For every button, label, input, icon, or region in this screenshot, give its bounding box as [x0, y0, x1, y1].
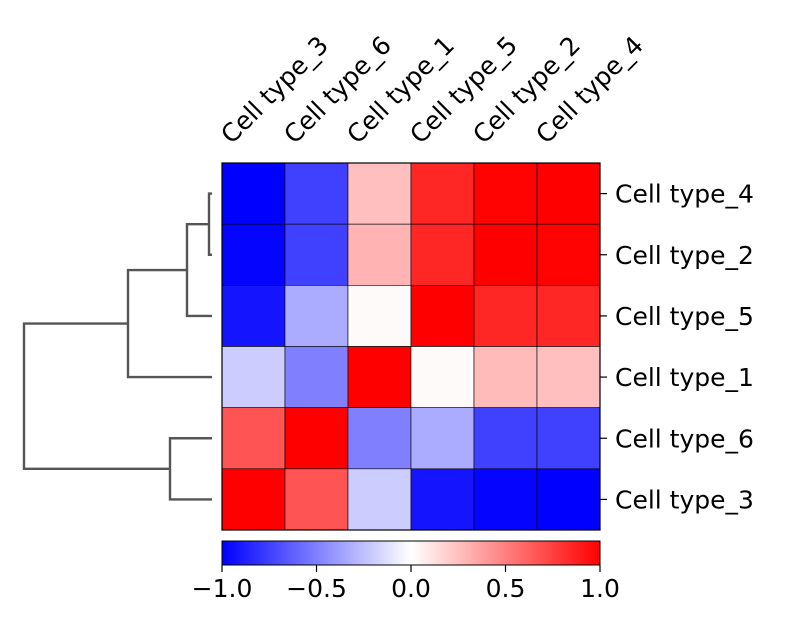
heatmap-cell	[284, 468, 349, 531]
heatmap-frame	[221, 162, 601, 531]
heatmap-cell	[221, 468, 286, 531]
colorbar-tick-label: 0.0	[391, 574, 431, 603]
heatmap-cell	[221, 346, 286, 408]
colorbar	[221, 540, 601, 566]
dendrogram-link	[126, 268, 212, 379]
heatmap-cell	[221, 285, 286, 347]
heatmap-cell	[347, 346, 412, 408]
colorbar-ticks: −1.0 −0.5 0.0 0.5 1.0	[192, 565, 620, 603]
row-label: Cell type_3	[615, 485, 754, 514]
heatmap-cell	[347, 285, 412, 347]
heatmap-cells	[221, 162, 601, 531]
dendrogram	[22, 192, 212, 501]
heatmap-cell	[473, 468, 538, 531]
row-label: Cell type_4	[615, 180, 754, 209]
dendrogram-link	[207, 192, 212, 256]
heatmap-cell	[284, 223, 349, 286]
colorbar-tick-label: 1.0	[580, 574, 620, 603]
heatmap-cell	[410, 346, 475, 408]
colorbar-tick-label: −1.0	[192, 574, 253, 603]
row-label: Cell type_5	[615, 302, 754, 331]
heatmap-cell	[221, 162, 286, 225]
heatmap-cell	[536, 468, 601, 531]
row-label: Cell type_1	[615, 363, 754, 392]
heatmap-cell	[536, 346, 601, 408]
heatmap-cell	[473, 285, 538, 347]
row-ticks	[600, 192, 607, 501]
colorbar-tick-label: −0.5	[286, 574, 347, 603]
dendrogram-link	[22, 322, 170, 471]
row-label: Cell type_2	[615, 241, 754, 270]
heatmap-cell	[410, 285, 475, 347]
heatmap-cell	[536, 223, 601, 286]
heatmap-cell	[473, 223, 538, 286]
heatmap-cell	[410, 407, 475, 470]
heatmap-cell	[284, 285, 349, 347]
row-label: Cell type_6	[615, 424, 754, 453]
heatmap-cell	[536, 162, 601, 225]
heatmap-cell	[473, 162, 538, 225]
heatmap-cell	[284, 407, 349, 470]
heatmap-cell	[347, 223, 412, 286]
heatmap-cell	[536, 285, 601, 347]
heatmap-cell	[221, 223, 286, 286]
heatmap-cell	[347, 162, 412, 225]
heatmap-cell	[473, 407, 538, 470]
heatmap-cell	[410, 223, 475, 286]
heatmap-cell	[410, 468, 475, 531]
heatmap-cell	[284, 162, 349, 225]
heatmap-cell	[410, 162, 475, 225]
heatmap-cell	[221, 407, 286, 470]
heatmap-cell	[347, 468, 412, 531]
heatmap-cell	[473, 346, 538, 408]
dendrogram-link	[168, 437, 212, 501]
colorbar-tick-label: 0.5	[486, 574, 526, 603]
heatmap-cell	[536, 407, 601, 470]
heatmap-cell	[347, 407, 412, 470]
row-labels: Cell type_4 Cell type_2 Cell type_5 Cell ty…	[615, 180, 754, 515]
heatmap-cell	[284, 346, 349, 408]
